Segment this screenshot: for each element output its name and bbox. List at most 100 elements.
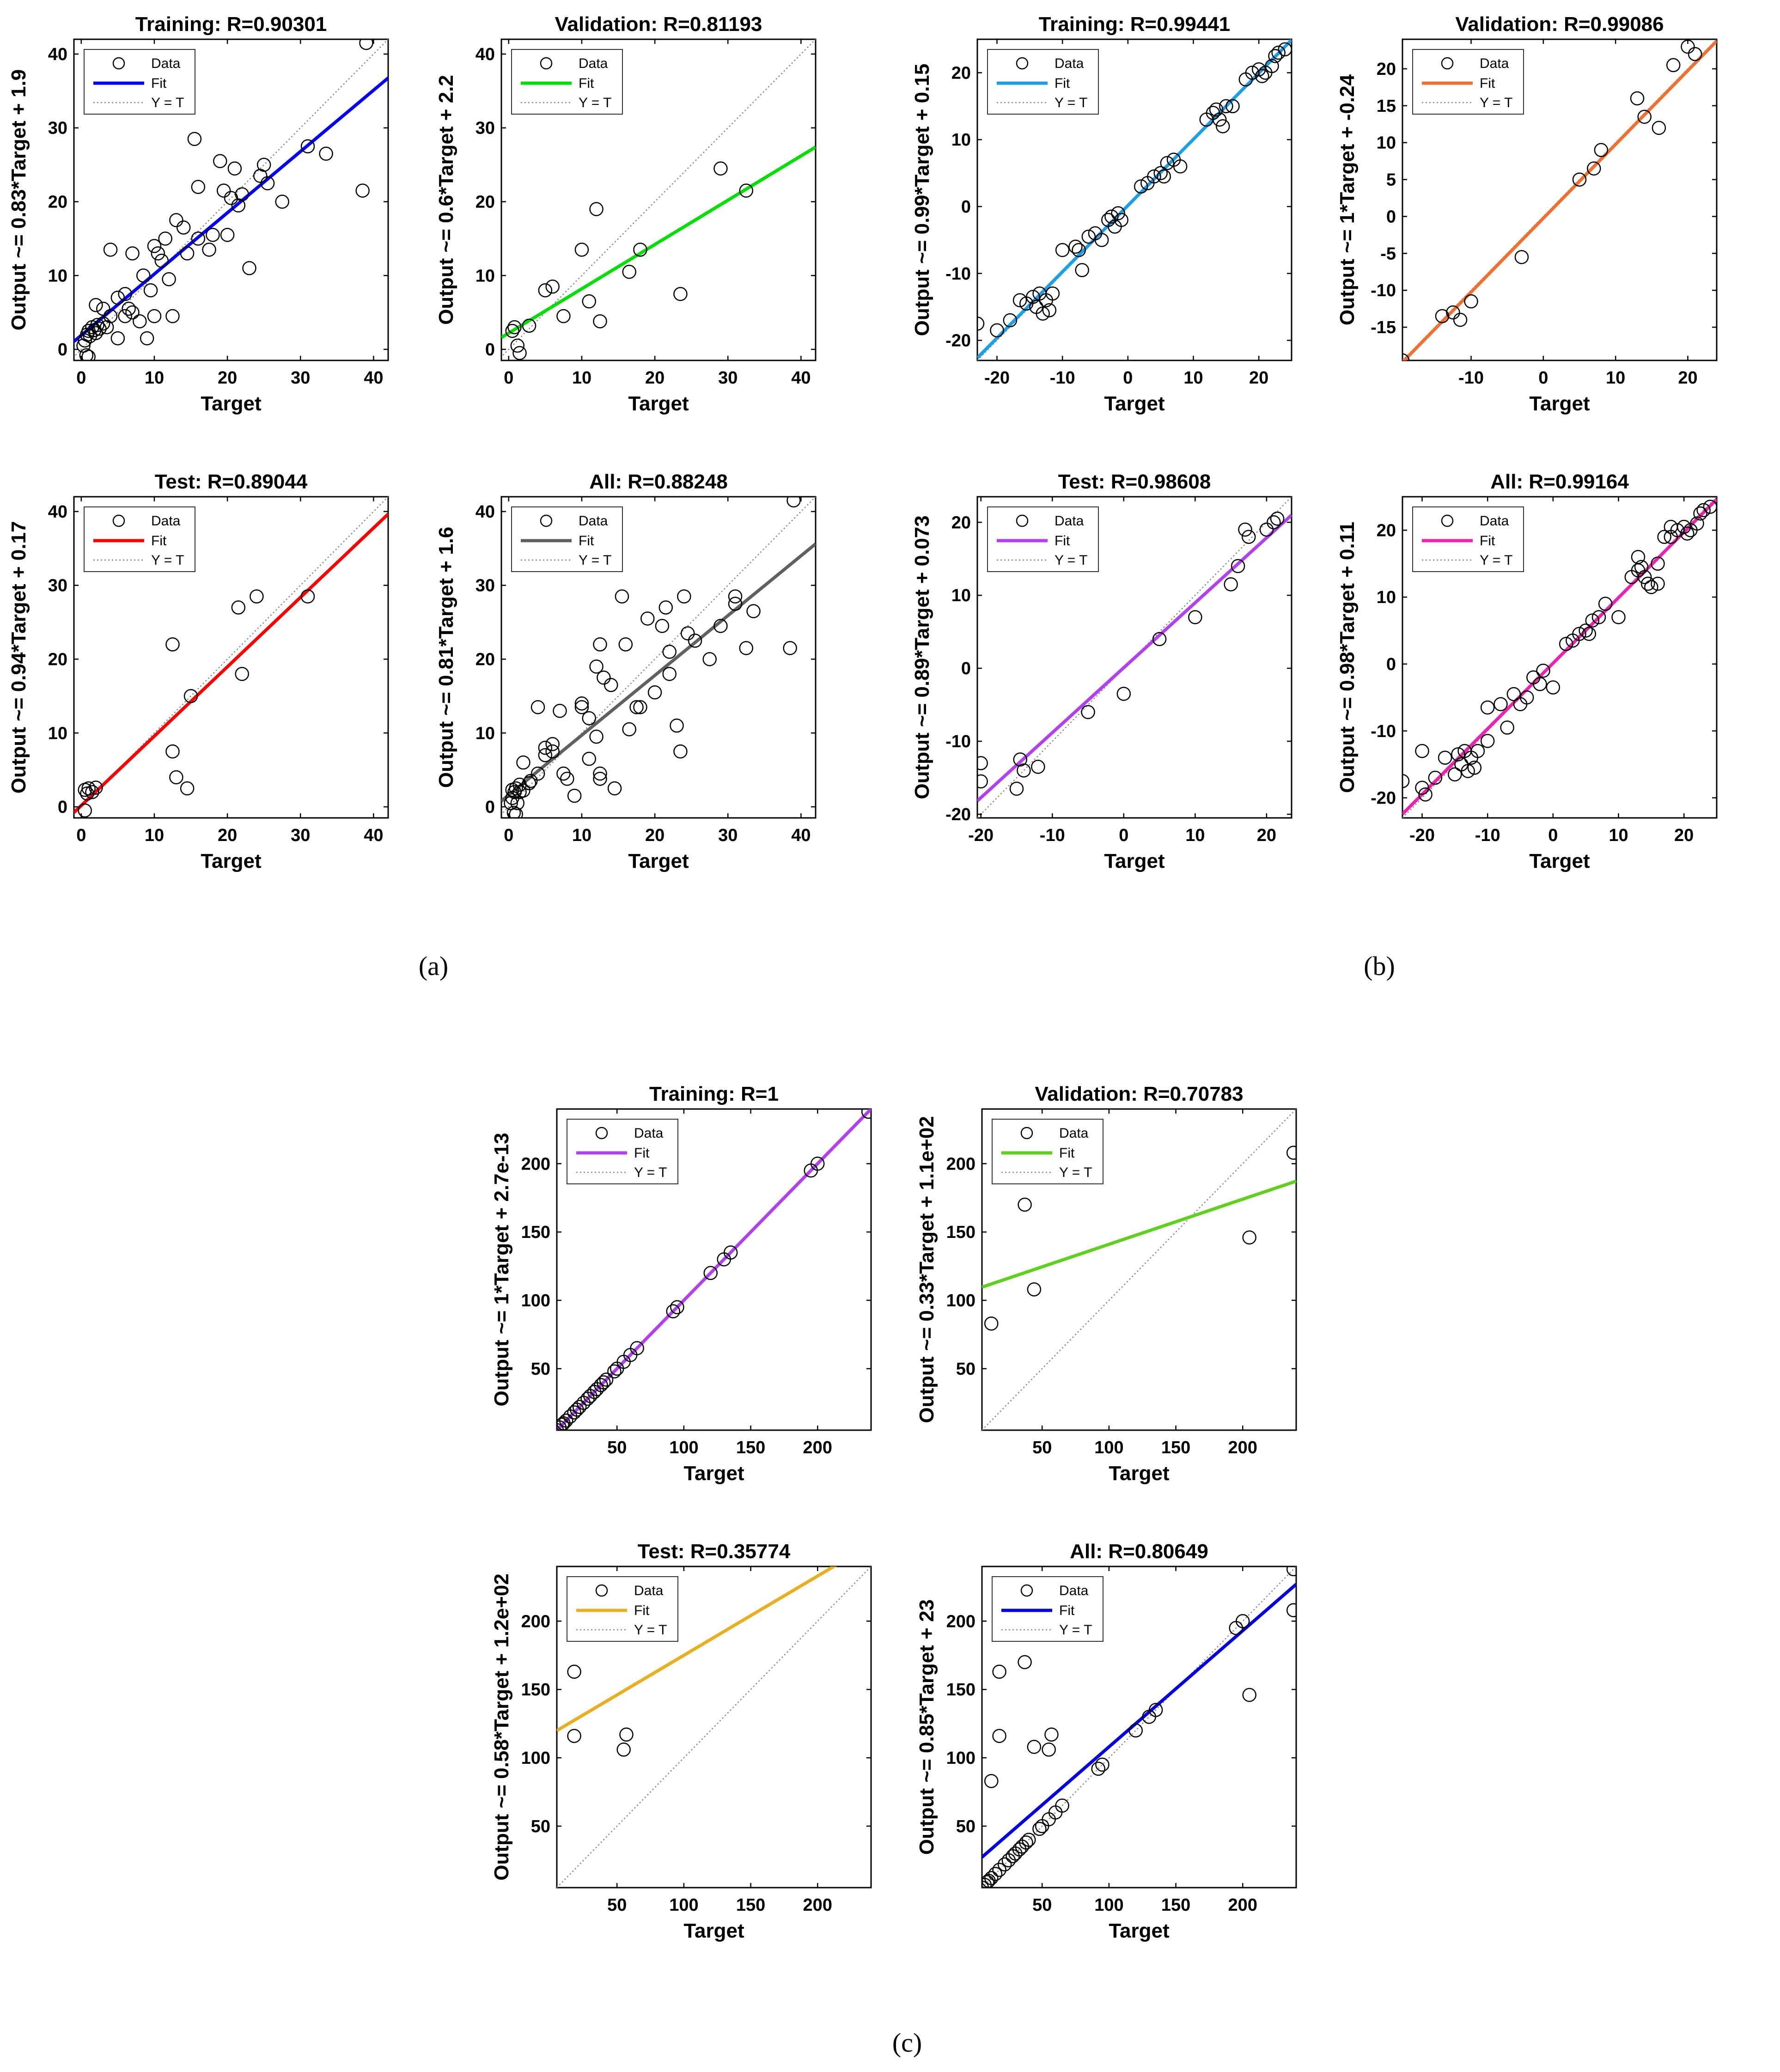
data-point [597, 670, 611, 685]
data-point [1075, 263, 1089, 277]
data-point [1446, 305, 1460, 320]
data-point [1013, 752, 1027, 767]
y-tick-label: 40 [475, 502, 495, 522]
y-axis-label: Output ~= 0.6*Target + 2.2 [435, 75, 457, 325]
data-point [213, 154, 227, 168]
legend-yt-label: Y = T [151, 553, 184, 568]
data-point [231, 600, 246, 615]
y-tick-label: 40 [475, 45, 495, 64]
legend-data-label: Data [579, 56, 608, 71]
data-point [1152, 632, 1167, 646]
y-tick-label: 0 [58, 798, 67, 817]
fit-line [74, 513, 388, 814]
x-tick-label: -10 [1050, 368, 1075, 388]
data-point [169, 213, 183, 227]
x-axis-label: Target [201, 850, 262, 872]
y-tick-label: 50 [956, 1817, 975, 1836]
data-point [1209, 102, 1224, 117]
chart-title: All: R=0.88248 [589, 470, 728, 493]
data-point [118, 309, 132, 323]
data-point [235, 667, 249, 681]
data-point [977, 317, 985, 331]
data-point [224, 191, 238, 205]
data-point [567, 788, 582, 803]
x-tick-label: 20 [645, 368, 664, 388]
data-point [992, 1863, 1006, 1877]
data-point [593, 314, 607, 329]
data-point [1270, 512, 1285, 526]
y-tick-label: 20 [951, 63, 971, 83]
chart-panel-8: 50 100 150 200 50 100 150 200 Training: R=1 Targe… [490, 1083, 872, 1485]
legend-data-marker [1016, 514, 1029, 527]
data-point [1651, 576, 1665, 591]
data-point [1042, 303, 1057, 317]
y-tick-label: 150 [946, 1680, 975, 1700]
legend-fit-label: Fit [579, 533, 594, 548]
legend-data-marker [1020, 1584, 1033, 1597]
data-point [1128, 1723, 1143, 1738]
data-point [506, 805, 521, 818]
chart-title: Validation: R=0.70783 [1035, 1083, 1243, 1105]
x-axis-label: Target [683, 1920, 744, 1942]
x-axis-label: Target [628, 392, 689, 415]
y-tick-label: 20 [48, 192, 67, 212]
x-tick-label: 50 [607, 1438, 627, 1457]
data-point [677, 589, 691, 603]
data-point [507, 320, 522, 335]
x-tick-label: 20 [645, 826, 664, 845]
data-point [990, 323, 1004, 338]
data-point [522, 776, 536, 791]
y-tick-label: 100 [521, 1291, 550, 1310]
y-tick-label: 10 [1377, 134, 1396, 153]
data-point [681, 626, 695, 640]
x-tick-label: -20 [1409, 826, 1435, 845]
group-label-b: (b) [1364, 951, 1395, 981]
x-axis-label: Target [683, 1462, 744, 1485]
data-point [1055, 1798, 1069, 1813]
legend-yt-label: Y = T [1055, 553, 1087, 568]
data-point [703, 1266, 718, 1280]
data-point [538, 740, 553, 755]
data-point [516, 755, 530, 770]
data-point [260, 176, 275, 190]
data-point [593, 772, 607, 786]
y-tick-label: -10 [945, 264, 971, 284]
data-point [1506, 687, 1521, 701]
data-point [1259, 522, 1274, 537]
data-point [1242, 1688, 1256, 1702]
x-axis-label: Target [1529, 850, 1590, 872]
data-point [78, 803, 92, 818]
data-point [559, 1414, 573, 1428]
legend-fit-label: Fit [1059, 1146, 1075, 1161]
x-tick-label: -10 [1475, 826, 1500, 845]
legend-fit-label: Fit [579, 76, 594, 91]
data-point [1212, 112, 1227, 127]
y-tick-label: -20 [945, 805, 971, 824]
data-point [1267, 515, 1281, 530]
y-tick-label: 20 [475, 650, 495, 669]
data-point [110, 331, 125, 346]
data-point [984, 1316, 999, 1331]
identity-line [74, 39, 388, 358]
data-point [1236, 1614, 1250, 1628]
data-point [1114, 213, 1128, 227]
data-point [688, 634, 702, 648]
y-tick-label: 0 [961, 197, 971, 217]
x-tick-label: 100 [1094, 1895, 1123, 1915]
data-point [633, 243, 647, 257]
y-tick-label: 0 [58, 340, 67, 360]
fit-line [977, 514, 1292, 802]
data-point [512, 346, 527, 360]
y-tick-label: 150 [521, 1680, 550, 1700]
data-point [524, 774, 538, 788]
data-point [81, 781, 96, 796]
data-point [713, 161, 728, 176]
data-point [997, 1857, 1012, 1871]
data-point [1470, 743, 1485, 758]
data-point [992, 1729, 1006, 1743]
data-point [1072, 243, 1086, 257]
data-point [355, 183, 370, 198]
legend-fit-label: Fit [151, 533, 167, 548]
data-point [1680, 526, 1695, 541]
x-tick-label: 30 [718, 368, 738, 388]
